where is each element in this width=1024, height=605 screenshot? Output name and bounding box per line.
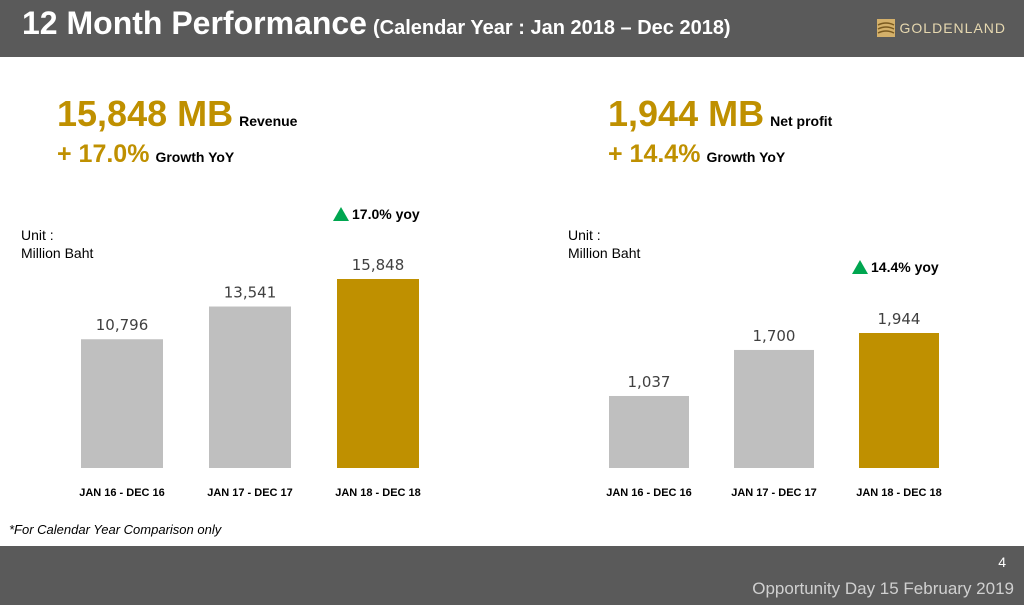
- profit-growth-kpi: + 14.4% Growth YoY: [608, 140, 785, 169]
- profit-category-label-1: JAN 16 - DEC 16: [606, 487, 692, 499]
- goldenland-logo-icon: [876, 19, 895, 37]
- revenue-value-label-3: 15,848: [352, 256, 405, 274]
- right-unit-label: Unit : Million Baht: [568, 226, 640, 262]
- profit-category-label-3: JAN 18 - DEC 18: [856, 487, 942, 499]
- profit-bar-1: [609, 395, 689, 468]
- profit-growth-label: Growth YoY: [706, 149, 786, 165]
- profit-kpi: 1,944 MB Net profit: [608, 93, 832, 135]
- profit-value-label-2: 1,700: [753, 327, 796, 345]
- up-arrow-icon: [852, 260, 868, 274]
- bar-charts: 10,796 JAN 16 - DEC 16 13,541 JAN 17 - DEC …: [79, 256, 942, 499]
- revenue-category-label-1: JAN 16 - DEC 16: [79, 487, 165, 499]
- revenue-category-label-3: JAN 18 - DEC 18: [335, 487, 421, 499]
- left-unit-label: Unit : Million Baht: [21, 226, 93, 262]
- profit-category-label-2: JAN 17 - DEC 17: [731, 487, 817, 499]
- footnote: *For Calendar Year Comparison only: [9, 522, 222, 537]
- left-unit-line2: Million Baht: [21, 245, 94, 261]
- subtitle-text: (Calendar Year : Jan 2018 – Dec 2018): [372, 17, 731, 39]
- revenue-growth-label: Growth YoY: [155, 149, 235, 165]
- event-text: Opportunity Day 15 February 2019: [752, 579, 1014, 598]
- revenue-bar-3: [337, 279, 419, 468]
- revenue-growth-value: + 17.0%: [57, 140, 150, 168]
- revenue-value-label-1: 10,796: [96, 316, 149, 334]
- left-yoy-text: 17.0% yoy: [352, 206, 420, 222]
- revenue-category-label-2: JAN 17 - DEC 17: [207, 487, 293, 499]
- right-unit-line1: Unit :: [568, 227, 601, 243]
- profit-bar-3: [859, 333, 939, 468]
- right-yoy-indicator: 14.4% yoy: [852, 259, 939, 275]
- up-arrow-icon: [333, 207, 349, 221]
- revenue-value-label-2: 13,541: [224, 284, 277, 302]
- revenue-growth-kpi: + 17.0% Growth YoY: [57, 140, 234, 169]
- revenue-value: 15,848 MB: [57, 93, 234, 134]
- right-yoy-text: 14.4% yoy: [871, 259, 939, 275]
- profit-value-label-3: 1,944: [878, 310, 921, 328]
- right-unit-line2: Million Baht: [568, 245, 641, 261]
- profit-value: 1,944 MB: [608, 93, 765, 134]
- revenue-label: Revenue: [239, 113, 298, 129]
- profit-label: Net profit: [770, 113, 833, 129]
- slide-footer: 4 Opportunity Day 15 February 2019: [0, 546, 1024, 605]
- slide-title: 12 Month Performance (Calendar Year : Jan…: [22, 5, 731, 42]
- revenue-bar-2: [209, 306, 291, 468]
- profit-bar-2: [734, 349, 814, 468]
- profit-value-label-1: 1,037: [628, 373, 671, 391]
- revenue-bar-1: [81, 339, 163, 468]
- slide-header: 12 Month Performance (Calendar Year : Jan…: [0, 0, 1024, 57]
- page-number: 4: [998, 554, 1006, 570]
- revenue-kpi: 15,848 MB Revenue: [57, 93, 297, 135]
- title-text: 12 Month Performance: [22, 5, 367, 41]
- logo-text: GOLDENLAND: [899, 20, 1006, 36]
- left-unit-line1: Unit :: [21, 227, 54, 243]
- profit-growth-value: + 14.4%: [608, 140, 701, 168]
- left-yoy-indicator: 17.0% yoy: [333, 206, 420, 222]
- company-logo: GOLDENLAND: [876, 19, 1006, 37]
